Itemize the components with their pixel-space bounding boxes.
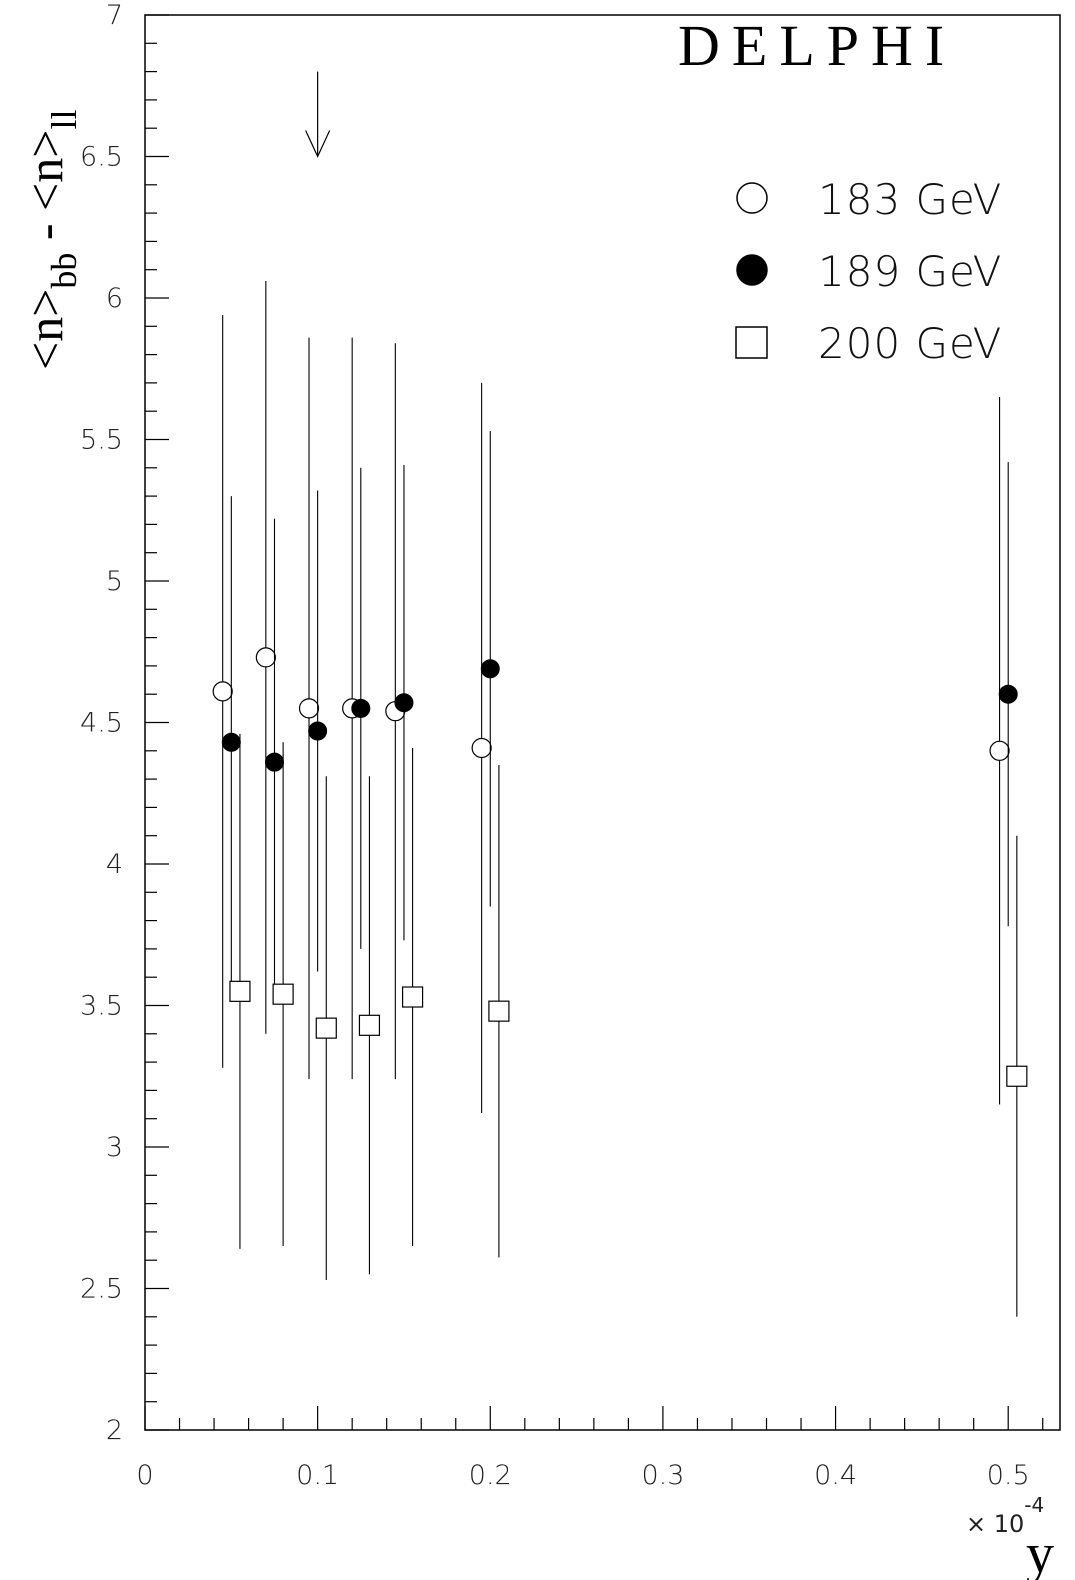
y-tick-label: 2.5: [80, 1274, 123, 1305]
x-multiplier: × 10-4: [966, 1493, 1044, 1538]
x-axis-label: y: [1026, 1523, 1054, 1580]
data-point-filled-circle: [308, 721, 328, 741]
legend-marker-183: [736, 182, 768, 214]
legend-marker-189: [736, 254, 768, 286]
data-marks: [212, 281, 1028, 1317]
y-tick-label: 3: [106, 1132, 123, 1163]
chart-title: DELPHI: [678, 13, 956, 78]
legend-label-189: 189 GeV: [818, 247, 1002, 296]
arrow-head: [305, 130, 331, 158]
series-183-gev: [212, 281, 1010, 1114]
data-point-open-circle: [212, 681, 233, 702]
y-axis-label: <n>bb - <n>ll: [17, 110, 84, 370]
series-200-gev: [229, 733, 1028, 1317]
axis-ticks: [144, 14, 1044, 1431]
x-multiplier-exponent: -4: [1024, 1493, 1044, 1517]
y-label-sub-ll: ll: [44, 110, 84, 130]
data-point-open-circle: [255, 647, 276, 668]
data-point-open-square: [358, 1014, 381, 1036]
x-multiplier-base: × 10: [966, 1510, 1024, 1538]
data-point-open-circle: [989, 740, 1010, 761]
y-tick-label: 2: [106, 1415, 123, 1446]
y-label-mid: - <n>: [17, 130, 73, 253]
legend-label-183: 183 GeV: [818, 175, 1002, 224]
x-tick-label: 0.2: [469, 1460, 512, 1491]
y-tick-label: 4.5: [80, 708, 123, 739]
data-point-open-circle: [298, 698, 320, 719]
legend-marker-200: [735, 326, 768, 359]
plot-frame: [144, 14, 1061, 1431]
y-tick-label: 6: [106, 283, 123, 314]
series-189-gev: [221, 431, 1018, 1000]
legend-label-200: 200 GeV: [818, 319, 1002, 368]
data-point-open-square: [401, 986, 424, 1008]
y-tick-label: 3.5: [80, 991, 123, 1022]
data-point-open-circle: [471, 737, 492, 759]
y-label-sub-bb: bb: [44, 253, 84, 289]
x-tick-label: 0.3: [641, 1460, 684, 1491]
x-tick-label: 0: [136, 1460, 153, 1491]
x-tick-label: 0.5: [987, 1460, 1030, 1491]
y-tick-label: 6.5: [80, 142, 123, 173]
data-point-open-square: [229, 980, 251, 1002]
x-tick-label: 0.1: [296, 1460, 339, 1491]
x-tick-label: 0.4: [814, 1460, 857, 1491]
data-point-open-square: [488, 1000, 510, 1022]
data-point-filled-circle: [351, 698, 371, 718]
y-tick-label: 5: [106, 566, 123, 597]
data-point-open-square: [272, 983, 294, 1005]
data-point-open-square: [1006, 1065, 1028, 1087]
data-point-filled-circle: [221, 732, 241, 752]
data-point-filled-circle: [998, 684, 1018, 704]
legend: 183 GeV 189 GeV 200 GeV: [735, 175, 1002, 368]
data-point-open-square: [315, 1017, 337, 1039]
y-tick-label: 5.5: [80, 425, 123, 456]
data-point-filled-circle: [480, 659, 500, 679]
y-label-main: <n>: [17, 289, 73, 370]
data-point-filled-circle: [394, 693, 414, 713]
reference-arrow: [305, 71, 331, 158]
tick-labels: 2 2.5 3 3.5 4 4.5 5 5.5 6 6.5 7 0 0.1 0.2 0.3 0.4 0.5: [80, 0, 1030, 1491]
data-point-filled-circle: [264, 752, 284, 772]
y-tick-label: 4: [106, 849, 123, 880]
y-tick-label: 7: [106, 0, 123, 31]
